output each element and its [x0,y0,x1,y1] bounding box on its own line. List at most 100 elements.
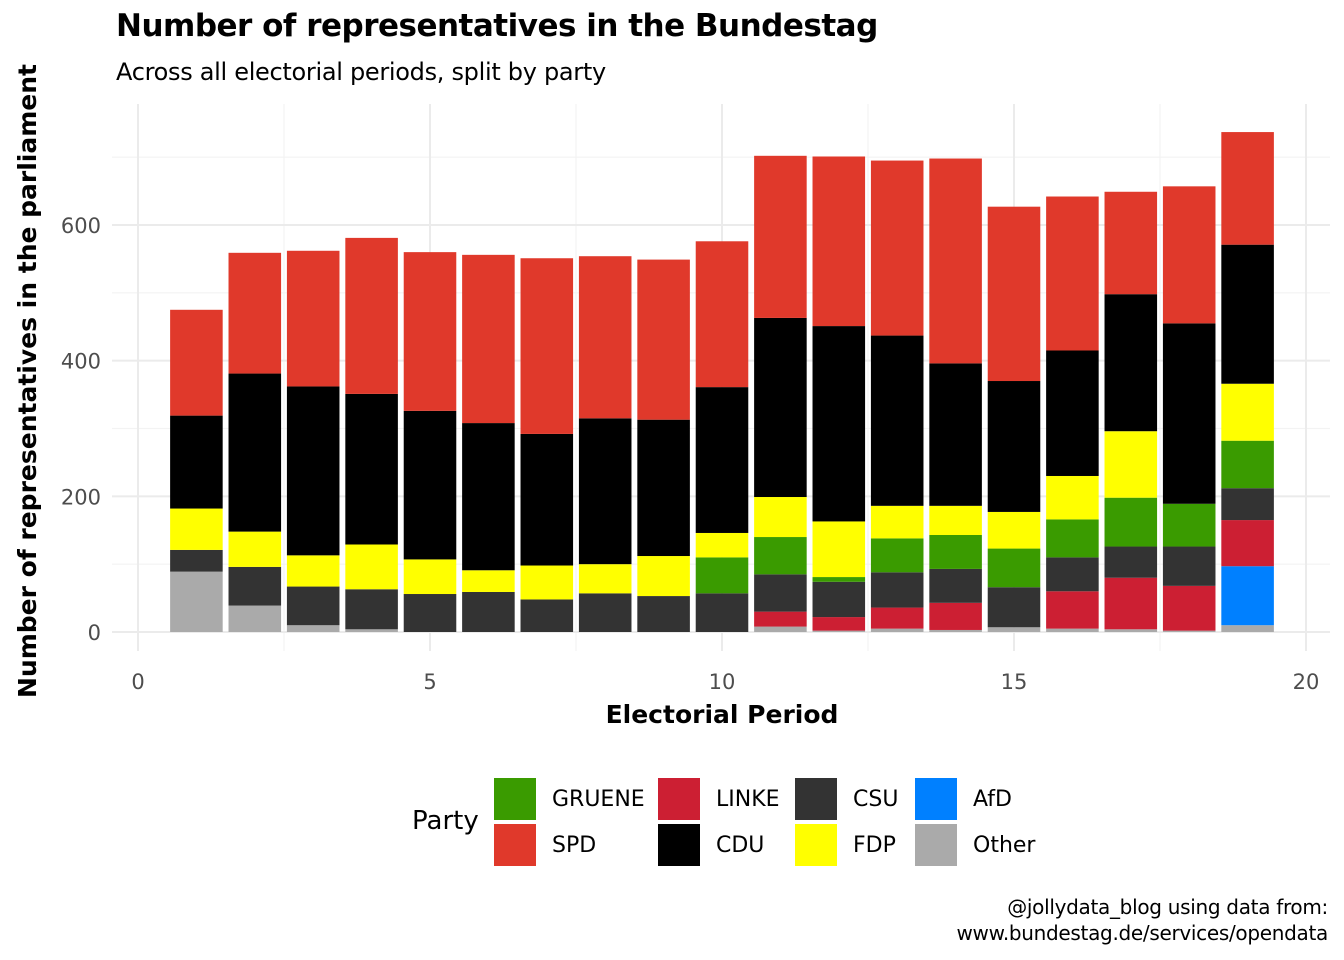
bar-segment-afd [1221,566,1274,626]
bar-segment-fdp [754,497,807,538]
bar-segment-gruene [1162,503,1216,547]
legend-swatch [658,824,700,866]
bar-segment-csu [520,599,574,632]
bar-segment-csu [1221,488,1274,521]
bar-segment-fdp [520,565,574,600]
bar-segment-csu [345,589,398,630]
bar-segment-csu [286,586,340,626]
bar-segment-other [987,627,1041,632]
bar-segment-fdp [637,556,690,597]
bar-segment-linke [870,607,924,629]
bar-segment-other [812,630,866,632]
bar-segment-fdp [1046,475,1099,520]
bar-segment-fdp [1104,431,1158,498]
bar-segment-gruene [987,548,1041,588]
bar-segment-csu [1046,557,1099,592]
legend-item-fdp: FDP [795,824,896,866]
bar-segment-spd [345,237,398,394]
legend-label: GRUENE [552,786,645,812]
chart-subtitle: Across all electorial periods, split by … [116,58,606,86]
bar-stack-period-3 [286,250,340,632]
legend-swatch [915,778,957,820]
bar-stack-period-7 [520,258,574,632]
bar-segment-spd [170,309,223,416]
bar-segment-spd [929,158,982,364]
stacked-bar-chart: 0 5 10 15 20 0 200 400 600 Electorial Period Nu… [13,64,1330,729]
bar-segment-fdp [170,508,223,550]
legend-label: Other [973,832,1036,858]
legend-swatch [915,824,957,866]
legend-label: FDP [853,832,896,858]
legend-title: Party [412,806,479,836]
bar-segment-gruene [812,577,866,582]
bar-segment-cdu [987,381,1041,512]
caption-line-2: www.bundestag.de/services/opendata [956,921,1328,945]
bar-stack-period-4 [345,237,398,632]
bar-segment-csu [1104,546,1158,578]
bar-segment-cdu [695,387,749,533]
bar-segment-cdu [637,419,690,557]
legend-swatch [795,778,837,820]
bar-segment-linke [812,617,866,631]
bar-segment-csu [170,549,223,572]
bar-segment-csu [637,596,690,632]
bar-segment-gruene [1221,440,1274,489]
bar-segment-fdp [695,532,749,558]
legend-label: CDU [716,832,765,858]
bar-segment-spd [1221,132,1274,245]
bar-segment-csu [462,591,515,632]
bar-segment-spd [637,259,690,420]
bar-segment-spd [520,258,574,434]
bar-segment-cdu [1221,244,1274,384]
bar-stack-period-2 [228,252,282,632]
bar-segment-other [929,629,982,632]
legend-item-afd: AfD [915,778,1012,820]
bar-segment-spd [870,160,924,336]
legend-label: LINKE [716,786,780,812]
y-tick-labels: 0 200 400 600 [61,214,101,645]
bar-segment-csu [695,593,749,632]
bar-segment-cdu [929,363,982,506]
bar-stack-period-9 [637,259,690,632]
bar-segment-other [1104,629,1158,632]
x-tick-label: 10 [709,670,736,694]
bar-segment-other [286,625,340,632]
bar-segment-other [870,628,924,632]
bar-segment-cdu [170,415,223,509]
bar-segment-spd [462,254,515,424]
bar-segment-fdp [345,544,398,590]
bar-segment-other [1162,630,1216,632]
y-tick-label: 400 [61,350,101,374]
bar-segment-csu [578,593,632,632]
bar-stack-period-19 [1221,132,1274,632]
bar-stack-period-12 [812,156,866,632]
legend-item-spd: SPD [494,824,596,866]
bar-stack-period-6 [462,254,515,632]
legend-swatch [494,778,536,820]
bar-segment-spd [812,156,866,327]
legend-item-other: Other [915,824,1035,866]
bar-segment-linke [1221,520,1274,567]
bar-segment-cdu [520,433,574,566]
bar-segment-cdu [1104,294,1158,432]
y-tick-label: 600 [61,214,101,238]
bar-stack-period-17 [1104,191,1158,632]
bar-segment-fdp [403,559,457,595]
bar-stack-period-8 [578,256,632,632]
bar-segment-other [1046,628,1099,632]
bar-stack-period-1 [170,309,223,632]
bar-segment-linke [929,602,982,630]
bar-segment-linke [1104,577,1158,630]
bar-segment-spd [987,206,1041,382]
bar-segment-csu [1162,546,1216,586]
y-tick-label: 200 [61,485,101,509]
bar-segment-csu [754,574,807,612]
chart-title: Number of representatives in the Bundest… [116,8,878,44]
bar-stack-period-13 [870,160,924,632]
y-tick-label: 0 [88,621,101,645]
bar-segment-spd [286,250,340,387]
bar-segment-spd [695,241,749,388]
bar-segment-cdu [870,335,924,506]
bar-segment-fdp [929,505,982,535]
legend-swatch [658,778,700,820]
